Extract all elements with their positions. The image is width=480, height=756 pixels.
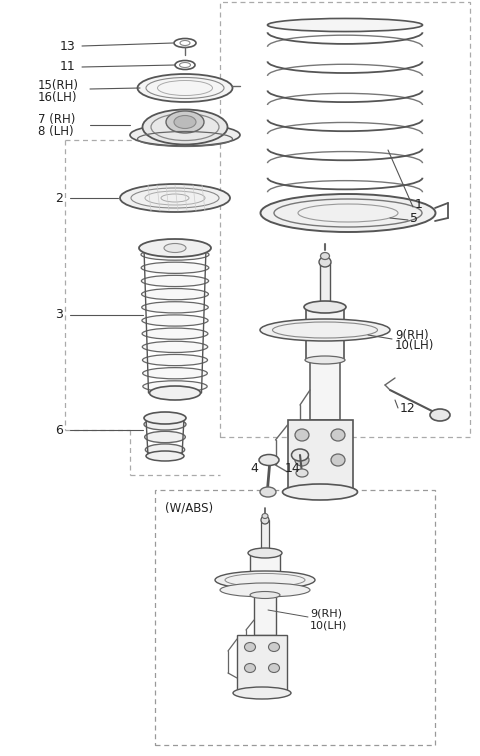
Ellipse shape	[225, 574, 305, 587]
Text: 9(RH): 9(RH)	[395, 329, 429, 342]
Text: 10(LH): 10(LH)	[310, 620, 348, 630]
Text: 14: 14	[285, 461, 301, 475]
Ellipse shape	[268, 664, 279, 673]
Bar	[320, 262, 330, 307]
Ellipse shape	[298, 204, 398, 222]
Ellipse shape	[273, 322, 377, 338]
Text: 9(RH): 9(RH)	[310, 609, 342, 619]
Ellipse shape	[321, 253, 329, 259]
Ellipse shape	[137, 74, 232, 102]
Ellipse shape	[267, 18, 422, 32]
Ellipse shape	[144, 419, 186, 430]
Ellipse shape	[174, 116, 196, 129]
Ellipse shape	[260, 319, 390, 341]
Ellipse shape	[305, 356, 345, 364]
Text: 5: 5	[410, 212, 418, 225]
Bar	[306, 307, 344, 360]
Text: 8 (LH): 8 (LH)	[38, 125, 73, 138]
Text: 2: 2	[55, 191, 63, 205]
Bar	[261, 520, 269, 553]
Bar	[250, 553, 280, 595]
Text: 15(RH): 15(RH)	[38, 79, 79, 92]
Ellipse shape	[141, 262, 209, 274]
Ellipse shape	[233, 687, 291, 699]
Ellipse shape	[131, 188, 219, 208]
Text: 3: 3	[55, 308, 63, 321]
Text: (W/ABS): (W/ABS)	[165, 501, 213, 515]
Ellipse shape	[295, 454, 309, 466]
Ellipse shape	[157, 80, 213, 95]
Ellipse shape	[244, 664, 255, 673]
Ellipse shape	[142, 289, 208, 299]
Ellipse shape	[261, 516, 269, 524]
Ellipse shape	[146, 451, 184, 461]
Ellipse shape	[304, 301, 346, 313]
Ellipse shape	[283, 484, 358, 500]
Ellipse shape	[139, 239, 211, 257]
Ellipse shape	[142, 302, 208, 313]
Ellipse shape	[142, 341, 208, 352]
Ellipse shape	[143, 367, 207, 379]
Ellipse shape	[319, 257, 331, 267]
Text: 13: 13	[60, 39, 76, 52]
Ellipse shape	[142, 328, 208, 339]
Ellipse shape	[260, 487, 276, 497]
Ellipse shape	[141, 249, 209, 260]
Text: 7 (RH): 7 (RH)	[38, 113, 75, 126]
Ellipse shape	[250, 591, 280, 599]
Text: 10(LH): 10(LH)	[395, 339, 434, 352]
Bar	[220, 2, 470, 437]
Ellipse shape	[143, 355, 207, 366]
Text: 11: 11	[60, 60, 76, 73]
Ellipse shape	[130, 124, 240, 146]
Ellipse shape	[142, 315, 208, 326]
Ellipse shape	[149, 386, 201, 400]
Text: 16(LH): 16(LH)	[38, 91, 77, 104]
Ellipse shape	[145, 444, 185, 455]
Ellipse shape	[291, 449, 309, 461]
Bar	[237, 635, 287, 693]
Ellipse shape	[143, 110, 228, 144]
Ellipse shape	[331, 429, 345, 441]
Ellipse shape	[166, 111, 204, 133]
Ellipse shape	[146, 78, 224, 98]
Ellipse shape	[145, 191, 205, 205]
Ellipse shape	[120, 184, 230, 212]
Text: 4: 4	[250, 461, 258, 475]
Ellipse shape	[161, 194, 189, 202]
Bar	[310, 360, 340, 420]
Ellipse shape	[259, 454, 279, 466]
Ellipse shape	[331, 454, 345, 466]
Text: 1: 1	[415, 199, 423, 212]
Text: 6: 6	[55, 423, 63, 436]
Bar	[288, 420, 352, 492]
Bar	[254, 595, 276, 635]
Ellipse shape	[220, 583, 310, 597]
Ellipse shape	[151, 113, 219, 141]
Ellipse shape	[143, 381, 207, 392]
Ellipse shape	[248, 548, 282, 558]
Ellipse shape	[295, 429, 309, 441]
Ellipse shape	[144, 432, 185, 443]
Ellipse shape	[268, 643, 279, 652]
Ellipse shape	[244, 643, 255, 652]
Ellipse shape	[274, 199, 422, 227]
Ellipse shape	[164, 243, 186, 253]
Bar	[155, 490, 435, 745]
Ellipse shape	[262, 513, 268, 519]
Ellipse shape	[430, 409, 450, 421]
Ellipse shape	[261, 194, 435, 232]
Ellipse shape	[215, 571, 315, 589]
Text: 12: 12	[400, 401, 416, 414]
Ellipse shape	[296, 469, 308, 477]
Ellipse shape	[142, 275, 209, 287]
Ellipse shape	[144, 412, 186, 424]
